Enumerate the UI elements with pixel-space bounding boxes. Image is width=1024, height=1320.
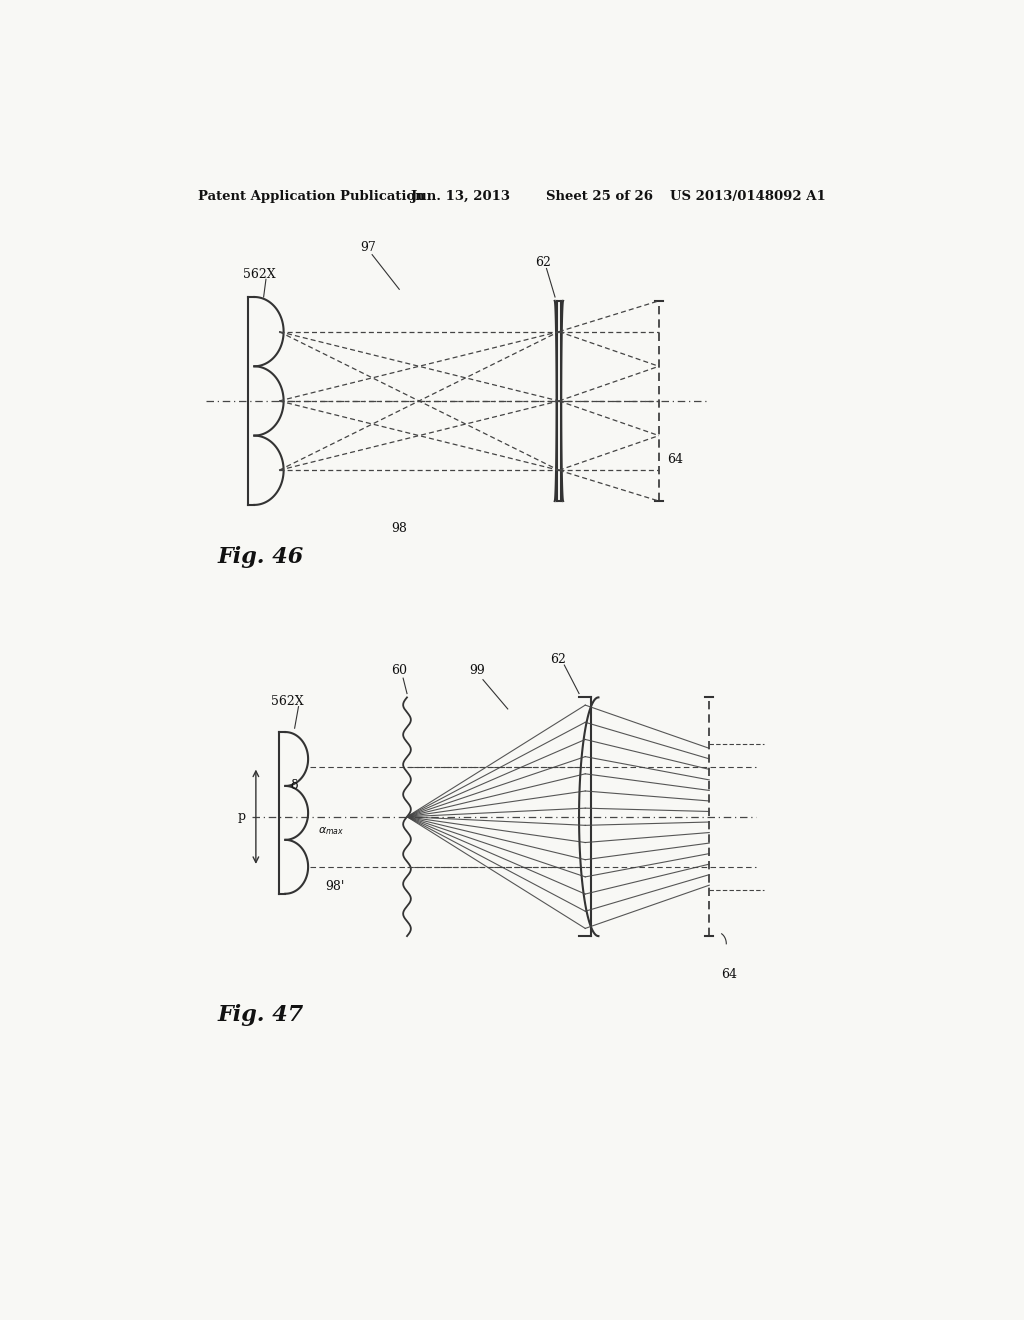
Text: $\alpha_{max}$: $\alpha_{max}$ [317, 825, 344, 837]
Text: 97: 97 [360, 240, 376, 253]
Text: Jun. 13, 2013: Jun. 13, 2013 [411, 190, 510, 203]
Text: 562X: 562X [243, 268, 275, 281]
Text: 98': 98' [326, 880, 345, 892]
Text: 64: 64 [721, 969, 737, 982]
Text: 64: 64 [667, 453, 683, 466]
Text: Fig. 47: Fig. 47 [217, 1003, 303, 1026]
Text: US 2013/0148092 A1: US 2013/0148092 A1 [671, 190, 826, 203]
Text: 99: 99 [469, 664, 484, 677]
Text: 62: 62 [535, 256, 551, 269]
Text: 562X: 562X [271, 696, 304, 708]
Text: δ: δ [291, 779, 298, 792]
Text: Patent Application Publication: Patent Application Publication [198, 190, 425, 203]
Text: Fig. 46: Fig. 46 [217, 545, 303, 568]
Text: p: p [238, 810, 246, 824]
Text: 62: 62 [550, 653, 566, 665]
Text: Sheet 25 of 26: Sheet 25 of 26 [547, 190, 653, 203]
Text: 60: 60 [391, 664, 408, 677]
Text: 98: 98 [391, 521, 408, 535]
